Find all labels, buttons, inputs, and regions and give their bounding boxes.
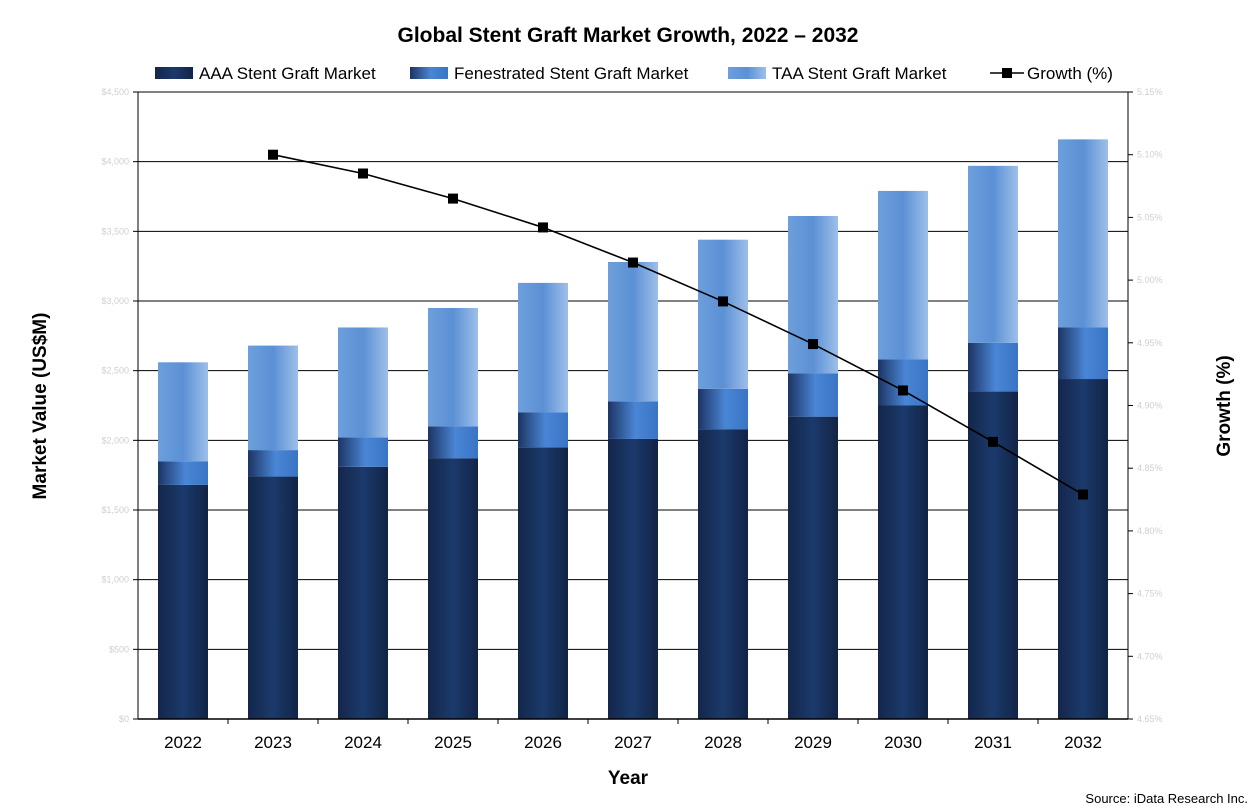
y2-axis-title: Growth (%) [1214, 355, 1235, 456]
y-tick-label-8: $4,000 [101, 157, 129, 167]
x-tick-label-2023: 2023 [254, 733, 292, 752]
chart-title: Global Stent Graft Market Growth, 2022 –… [398, 24, 859, 47]
growth-line [268, 149, 1088, 500]
x-tick-label-2024: 2024 [344, 733, 382, 752]
y-axis-title: Market Value (US$M) [30, 313, 51, 500]
legend-label-growth: Growth (%) [1027, 64, 1113, 83]
y2-tick-label-5: 4.90% [1137, 401, 1163, 411]
bar-aaa-stent-graft-market-2026 [518, 447, 568, 719]
bar-fenestrated-stent-graft-market-2028 [698, 388, 748, 430]
bar-taa-stent-graft-market-2025 [428, 307, 478, 427]
ticks: 2022 2023 2024 2025 2026 2027 2028 2029 2030 2031… [101, 87, 1162, 752]
bar-fenestrated-stent-graft-market-2029 [788, 373, 838, 417]
growth-point-2024 [358, 168, 368, 179]
bar-aaa-stent-graft-market-2023 [248, 476, 298, 719]
x-tick-label-2025: 2025 [434, 733, 472, 752]
bar-taa-stent-graft-market-2027 [608, 261, 658, 402]
legend-swatch-taa-stent-graft-market [728, 67, 766, 79]
y2-tick-label-1: 4.70% [1137, 651, 1163, 661]
legend-swatch-fenestrated-stent-graft-market [410, 67, 448, 79]
growth-point-2025 [448, 193, 458, 204]
y2-tick-label-9: 5.10% [1137, 150, 1163, 160]
bar-aaa-stent-graft-market-2025 [428, 458, 478, 719]
y2-tick-label-2: 4.75% [1137, 589, 1163, 599]
bar-taa-stent-graft-market-2024 [338, 327, 388, 438]
y-tick-label-6: $3,000 [101, 296, 129, 306]
x-tick-label-2026: 2026 [524, 733, 562, 752]
growth-point-2031 [988, 436, 998, 447]
bar-fenestrated-stent-graft-market-2022 [158, 461, 208, 485]
y-tick-label-0: $0 [119, 714, 129, 724]
growth-line-path [272, 153, 1084, 496]
bar-taa-stent-graft-market-2022 [158, 362, 208, 462]
growth-point-2023 [268, 149, 278, 160]
bar-aaa-stent-graft-market-2024 [338, 466, 388, 719]
bar-fenestrated-stent-graft-market-2026 [518, 412, 568, 448]
legend-label-fenestrated-stent-graft-market: Fenestrated Stent Graft Market [454, 64, 689, 83]
bar-fenestrated-stent-graft-market-2032 [1058, 327, 1108, 380]
y2-tick-label-6: 4.95% [1137, 338, 1163, 348]
y2-tick-label-3: 4.80% [1137, 526, 1163, 536]
x-tick-label-2029: 2029 [794, 733, 832, 752]
x-axis-title: Year [608, 768, 649, 789]
legend-label-aaa-stent-graft-market: AAA Stent Graft Market [199, 64, 376, 83]
growth-point-2030 [898, 385, 908, 396]
growth-point-2027 [628, 257, 638, 268]
bar-aaa-stent-graft-market-2022 [158, 484, 208, 719]
bar-taa-stent-graft-market-2026 [518, 282, 568, 413]
y2-tick-label-8: 5.05% [1137, 212, 1163, 222]
bar-aaa-stent-graft-market-2027 [608, 438, 658, 719]
bar-aaa-stent-graft-market-2028 [698, 429, 748, 719]
y2-tick-label-0: 4.65% [1137, 714, 1163, 724]
y2-tick-label-10: 5.15% [1137, 87, 1163, 97]
bar-aaa-stent-graft-market-2029 [788, 416, 838, 719]
x-tick-label-2027: 2027 [614, 733, 652, 752]
y-tick-label-7: $3,500 [101, 226, 129, 236]
source-note: Source: iData Research Inc. [1085, 791, 1248, 806]
x-tick-label-2032: 2032 [1064, 733, 1102, 752]
y-tick-label-4: $2,000 [101, 435, 129, 445]
growth-point-2026 [538, 222, 548, 233]
bar-fenestrated-stent-graft-market-2025 [428, 426, 478, 459]
x-tick-label-2022: 2022 [164, 733, 202, 752]
bar-taa-stent-graft-market-2028 [698, 239, 748, 389]
x-tick-label-2028: 2028 [704, 733, 742, 752]
bar-fenestrated-stent-graft-market-2024 [338, 437, 388, 467]
legend-marker-growth [1002, 68, 1012, 78]
y-tick-label-5: $2,500 [101, 366, 129, 376]
bar-taa-stent-graft-market-2031 [968, 165, 1018, 343]
bar-fenestrated-stent-graft-market-2030 [878, 359, 928, 406]
bar-fenestrated-stent-graft-market-2023 [248, 450, 298, 477]
bar-aaa-stent-graft-market-2032 [1058, 379, 1108, 719]
bar-taa-stent-graft-market-2032 [1058, 139, 1108, 328]
bar-taa-stent-graft-market-2029 [788, 216, 838, 374]
bar-fenestrated-stent-graft-market-2027 [608, 401, 658, 439]
legend-label-taa-stent-graft-market: TAA Stent Graft Market [772, 64, 947, 83]
legend-swatch-aaa-stent-graft-market [155, 67, 193, 79]
bars [158, 139, 1108, 719]
x-tick-label-2031: 2031 [974, 733, 1012, 752]
bar-aaa-stent-graft-market-2030 [878, 405, 928, 719]
y-tick-label-9: $4,500 [101, 87, 129, 97]
y-tick-label-1: $500 [109, 644, 129, 654]
y-tick-label-3: $1,500 [101, 505, 129, 515]
y2-tick-label-7: 5.00% [1137, 275, 1163, 285]
x-tick-label-2030: 2030 [884, 733, 922, 752]
bar-taa-stent-graft-market-2023 [248, 345, 298, 451]
legend: AAA Stent Graft Market Fenestrated Stent … [155, 64, 1113, 83]
y-tick-label-2: $1,000 [101, 575, 129, 585]
growth-point-2029 [808, 339, 818, 350]
y2-tick-label-4: 4.85% [1137, 463, 1163, 473]
bar-fenestrated-stent-graft-market-2031 [968, 342, 1018, 392]
growth-point-2032 [1078, 489, 1088, 500]
growth-point-2028 [718, 296, 728, 307]
bar-taa-stent-graft-market-2030 [878, 190, 928, 360]
